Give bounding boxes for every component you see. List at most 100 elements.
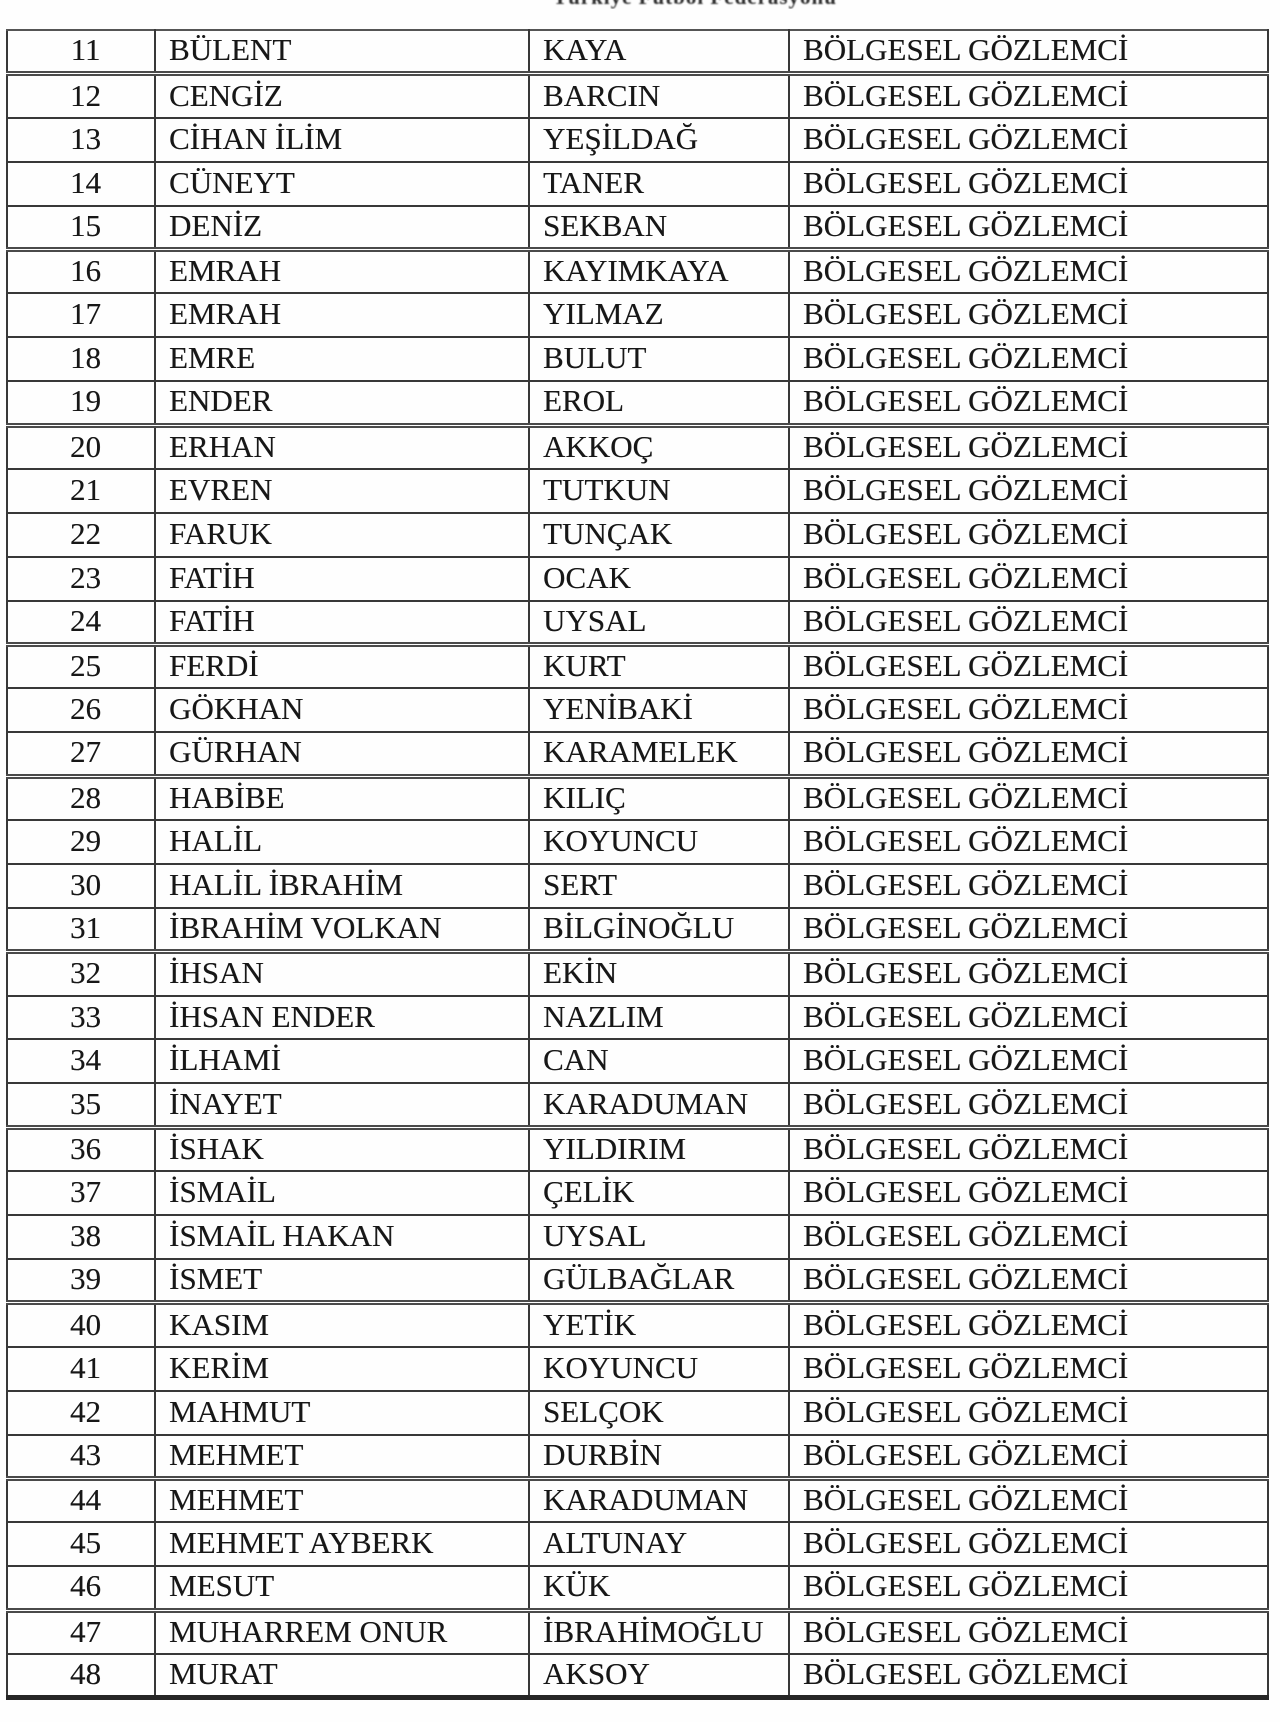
last-name-cell: DURBİN bbox=[528, 1433, 790, 1480]
first-name-cell: İSHAK bbox=[154, 1124, 530, 1173]
first-name-cell: İSMAİL bbox=[154, 1170, 530, 1217]
role-cell: BÖLGESEL GÖZLEMCİ bbox=[788, 1300, 1269, 1348]
row-number-cell: 28 bbox=[6, 773, 156, 822]
role-cell: BÖLGESEL GÖZLEMCİ bbox=[788, 1475, 1269, 1524]
row-number-cell: 40 bbox=[6, 1300, 156, 1348]
row-number-cell: 16 bbox=[6, 246, 156, 295]
last-name-cell: AKSOY bbox=[528, 1652, 790, 1701]
last-name-cell: KAYIMKAYA bbox=[528, 246, 790, 295]
role-cell: BÖLGESEL GÖZLEMCİ bbox=[788, 29, 1269, 75]
row-number-cell: 30 bbox=[6, 862, 156, 909]
row-number-cell: 47 bbox=[6, 1607, 156, 1655]
role-cell: BÖLGESEL GÖZLEMCİ bbox=[788, 1389, 1269, 1436]
table-row: 42 MAHMUT SELÇOK BÖLGESEL GÖZLEMCİ bbox=[6, 1389, 1269, 1436]
row-number-cell: 26 bbox=[6, 687, 156, 734]
role-cell: BÖLGESEL GÖZLEMCİ bbox=[788, 1038, 1269, 1085]
role-cell: BÖLGESEL GÖZLEMCİ bbox=[788, 599, 1269, 646]
role-cell: BÖLGESEL GÖZLEMCİ bbox=[788, 204, 1269, 251]
row-number-cell: 15 bbox=[6, 204, 156, 251]
role-cell: BÖLGESEL GÖZLEMCİ bbox=[788, 1257, 1269, 1304]
row-number-cell: 32 bbox=[6, 949, 156, 997]
row-number-cell: 21 bbox=[6, 467, 156, 514]
role-cell: BÖLGESEL GÖZLEMCİ bbox=[788, 731, 1269, 778]
last-name-cell: YENİBAKİ bbox=[528, 687, 790, 734]
table-row: 21 EVREN TUTKUN BÖLGESEL GÖZLEMCİ bbox=[6, 467, 1269, 514]
role-cell: BÖLGESEL GÖZLEMCİ bbox=[788, 1607, 1269, 1655]
table-row: 30 HALİL İBRAHİM SERT BÖLGESEL GÖZLEMCİ bbox=[6, 862, 1269, 909]
row-number-cell: 27 bbox=[6, 731, 156, 778]
first-name-cell: FATİH bbox=[154, 555, 530, 602]
table-row: 29 HALİL KOYUNCU BÖLGESEL GÖZLEMCİ bbox=[6, 819, 1269, 865]
first-name-cell: CİHAN İLİM bbox=[154, 116, 530, 163]
first-name-cell: CENGİZ bbox=[154, 71, 530, 119]
role-cell: BÖLGESEL GÖZLEMCİ bbox=[788, 819, 1269, 865]
last-name-cell: UYSAL bbox=[528, 1214, 790, 1260]
row-number-cell: 17 bbox=[6, 292, 156, 339]
table-row: 36 İSHAK YILDIRIM BÖLGESEL GÖZLEMCİ bbox=[6, 1124, 1269, 1173]
first-name-cell: KASIM bbox=[154, 1300, 530, 1348]
table-row: 45 MEHMET AYBERK ALTUNAY BÖLGESEL GÖZLEM… bbox=[6, 1521, 1269, 1568]
table-row: 33 İHSAN ENDER NAZLIM BÖLGESEL GÖZLEMCİ bbox=[6, 994, 1269, 1041]
role-cell: BÖLGESEL GÖZLEMCİ bbox=[788, 641, 1269, 690]
table-row: 32 İHSAN EKİN BÖLGESEL GÖZLEMCİ bbox=[6, 949, 1269, 997]
first-name-cell: MAHMUT bbox=[154, 1389, 530, 1436]
row-number-cell: 46 bbox=[6, 1565, 156, 1612]
first-name-cell: MESUT bbox=[154, 1565, 530, 1612]
row-number-cell: 18 bbox=[6, 336, 156, 383]
first-name-cell: İBRAHİM VOLKAN bbox=[154, 906, 530, 953]
table-row: 34 İLHAMİ CAN BÖLGESEL GÖZLEMCİ bbox=[6, 1038, 1269, 1085]
last-name-cell: ALTUNAY bbox=[528, 1521, 790, 1568]
role-cell: BÖLGESEL GÖZLEMCİ bbox=[788, 1345, 1269, 1392]
role-cell: BÖLGESEL GÖZLEMCİ bbox=[788, 949, 1269, 997]
table-row: 20 ERHAN AKKOÇ BÖLGESEL GÖZLEMCİ bbox=[6, 422, 1269, 470]
last-name-cell: YILDIRIM bbox=[528, 1124, 790, 1173]
row-number-cell: 20 bbox=[6, 422, 156, 470]
last-name-cell: EKİN bbox=[528, 949, 790, 997]
last-name-cell: TUTKUN bbox=[528, 467, 790, 514]
first-name-cell: ENDER bbox=[154, 380, 530, 427]
first-name-cell: İSMET bbox=[154, 1257, 530, 1304]
row-number-cell: 45 bbox=[6, 1521, 156, 1568]
row-number-cell: 31 bbox=[6, 906, 156, 953]
row-number-cell: 25 bbox=[6, 641, 156, 690]
table-row: 17 EMRAH YILMAZ BÖLGESEL GÖZLEMCİ bbox=[6, 292, 1269, 339]
last-name-cell: AKKOÇ bbox=[528, 422, 790, 470]
row-number-cell: 37 bbox=[6, 1170, 156, 1217]
last-name-cell: TANER bbox=[528, 160, 790, 207]
first-name-cell: İNAYET bbox=[154, 1082, 530, 1129]
table-row: 24 FATİH UYSAL BÖLGESEL GÖZLEMCİ bbox=[6, 599, 1269, 646]
first-name-cell: MEHMET bbox=[154, 1433, 530, 1480]
first-name-cell: FATİH bbox=[154, 599, 530, 646]
clipped-header-fragment: Türkiye Futbol Federasyonu bbox=[535, 0, 855, 9]
table-row: 41 KERİM KOYUNCU BÖLGESEL GÖZLEMCİ bbox=[6, 1345, 1269, 1392]
last-name-cell: BULUT bbox=[528, 336, 790, 383]
table-row: 28 HABİBE KILIÇ BÖLGESEL GÖZLEMCİ bbox=[6, 773, 1269, 822]
first-name-cell: HABİBE bbox=[154, 773, 530, 822]
row-number-cell: 35 bbox=[6, 1082, 156, 1129]
table-row: 11 BÜLENT KAYA BÖLGESEL GÖZLEMCİ bbox=[6, 29, 1269, 75]
row-number-cell: 38 bbox=[6, 1214, 156, 1260]
last-name-cell: KARAMELEK bbox=[528, 731, 790, 778]
last-name-cell: YETİK bbox=[528, 1300, 790, 1348]
row-number-cell: 39 bbox=[6, 1257, 156, 1304]
last-name-cell: KOYUNCU bbox=[528, 1345, 790, 1392]
role-cell: BÖLGESEL GÖZLEMCİ bbox=[788, 773, 1269, 822]
row-number-cell: 12 bbox=[6, 71, 156, 119]
table-row: 37 İSMAİL ÇELİK BÖLGESEL GÖZLEMCİ bbox=[6, 1170, 1269, 1217]
first-name-cell: İSMAİL HAKAN bbox=[154, 1214, 530, 1260]
role-cell: BÖLGESEL GÖZLEMCİ bbox=[788, 862, 1269, 909]
first-name-cell: DENİZ bbox=[154, 204, 530, 251]
table-row: 12 CENGİZ BARCIN BÖLGESEL GÖZLEMCİ bbox=[6, 71, 1269, 119]
first-name-cell: İHSAN ENDER bbox=[154, 994, 530, 1041]
last-name-cell: YEŞİLDAĞ bbox=[528, 116, 790, 163]
table-row: 26 GÖKHAN YENİBAKİ BÖLGESEL GÖZLEMCİ bbox=[6, 687, 1269, 734]
last-name-cell: UYSAL bbox=[528, 599, 790, 646]
first-name-cell: İHSAN bbox=[154, 949, 530, 997]
role-cell: BÖLGESEL GÖZLEMCİ bbox=[788, 555, 1269, 602]
role-cell: BÖLGESEL GÖZLEMCİ bbox=[788, 1433, 1269, 1480]
table-row: 40 KASIM YETİK BÖLGESEL GÖZLEMCİ bbox=[6, 1300, 1269, 1348]
table-row: 19 ENDER EROL BÖLGESEL GÖZLEMCİ bbox=[6, 380, 1269, 427]
last-name-cell: SERT bbox=[528, 862, 790, 909]
row-number-cell: 48 bbox=[6, 1652, 156, 1701]
table-row: 46 MESUT KÜK BÖLGESEL GÖZLEMCİ bbox=[6, 1565, 1269, 1612]
